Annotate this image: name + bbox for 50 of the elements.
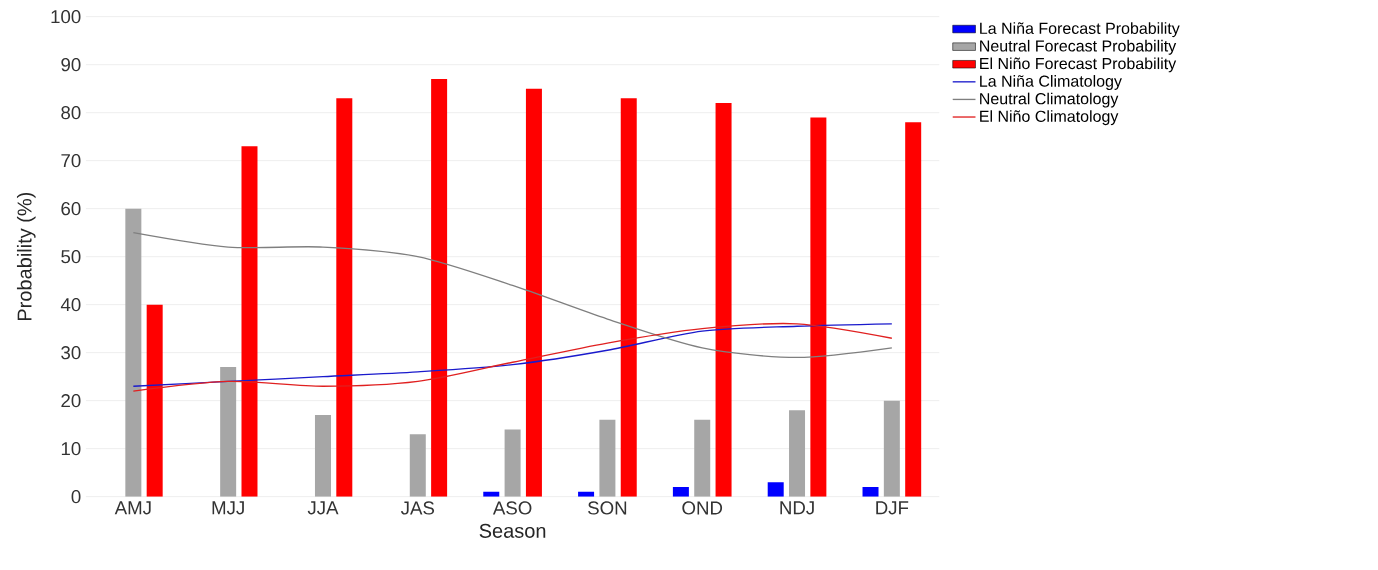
bar (905, 122, 922, 497)
y-tick-label: 20 (61, 394, 81, 408)
x-tick-label: DJF (876, 501, 909, 515)
x-tick-label: OND (682, 501, 723, 515)
y-tick-label: 60 (61, 202, 81, 216)
bar (125, 208, 142, 497)
legend-label: Neutral Forecast Probability (980, 39, 1177, 55)
x-axis-title: Season (479, 523, 546, 538)
bar (220, 367, 237, 497)
bar (789, 410, 806, 497)
y-tick-label: 50 (61, 250, 81, 264)
bar (241, 146, 258, 497)
bar (314, 415, 331, 497)
legend-label: La Niña Forecast Probability (980, 22, 1180, 38)
bar (672, 487, 689, 497)
legend-label: El Niño Climatology (980, 110, 1119, 126)
bar (767, 482, 784, 497)
bar (504, 429, 521, 497)
bar (694, 419, 711, 497)
y-axis-title: Probability (%) (16, 192, 36, 321)
y-tick-label: 40 (60, 298, 81, 312)
x-tick-label: SON (588, 501, 627, 515)
y-tick-label: 100 (51, 10, 81, 24)
bar (810, 117, 827, 497)
legend-label: La Niña Climatology (980, 75, 1122, 90)
line-series (132, 231, 893, 359)
bar (620, 98, 637, 497)
legend-label: Neutral Climatology (980, 92, 1119, 108)
bar (599, 419, 616, 497)
y-tick-label: 30 (61, 346, 81, 360)
bar (883, 400, 900, 497)
bar (715, 103, 732, 497)
y-tick-label: 0 (71, 490, 81, 504)
x-tick-label: ASO (492, 501, 532, 515)
bar (336, 98, 353, 497)
y-tick-label: 10 (61, 442, 81, 456)
bar (431, 79, 448, 497)
legend-label: El Niño Forecast Probability (980, 57, 1177, 73)
x-tick-label: JAS (400, 501, 435, 515)
x-tick-label: AMJ (114, 501, 151, 515)
bar (146, 304, 163, 497)
bar (409, 434, 426, 497)
x-tick-label: NDJ (780, 501, 814, 515)
y-tick-label: 90 (61, 58, 81, 72)
bar (862, 487, 879, 497)
x-tick-label: JJA (307, 501, 339, 515)
x-tick-label: MJJ (212, 501, 244, 515)
y-tick-label: 70 (61, 154, 81, 168)
bar (525, 88, 542, 497)
y-tick-label: 80 (61, 106, 81, 120)
